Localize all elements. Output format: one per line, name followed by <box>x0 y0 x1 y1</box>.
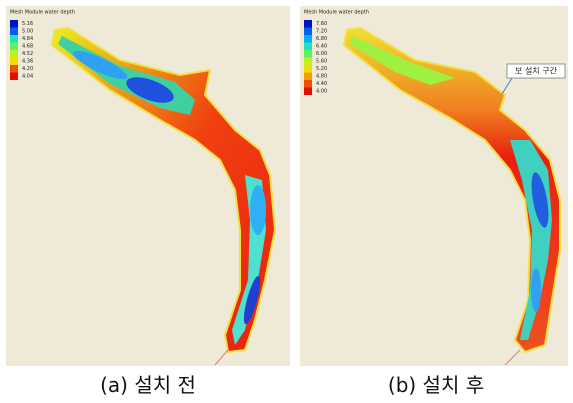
legend-swatch <box>10 73 18 81</box>
legend-swatch <box>304 65 312 73</box>
legend-swatch <box>10 28 18 36</box>
legend-swatch <box>10 20 18 28</box>
legend-swatch <box>304 80 312 88</box>
legend-title: Mesh Module water depth <box>10 10 75 16</box>
page: 보 설치 구간 (a) 설치 전 (b) 설치 후 Mesh Module wa… <box>0 0 573 403</box>
legend-swatch <box>10 35 18 43</box>
legend-label: 5.20 <box>316 66 327 72</box>
legend-label: 6.40 <box>316 44 327 50</box>
caption: (a) 설치 전 <box>100 373 196 397</box>
legend-label: 4.00 <box>316 89 327 95</box>
legend-swatch <box>304 88 312 96</box>
legend-label: 4.04 <box>22 74 33 80</box>
legend-swatch <box>10 50 18 58</box>
legend-label: 5.60 <box>316 59 327 65</box>
legend-swatch <box>304 58 312 66</box>
legend-label: 4.36 <box>22 59 33 65</box>
legend-label: 7.60 <box>316 21 327 27</box>
legend-label: 6.80 <box>316 36 327 42</box>
legend-label: 7.20 <box>316 29 327 35</box>
legend-swatch <box>10 65 18 73</box>
legend-label: 4.84 <box>22 36 33 42</box>
legend-label: 4.20 <box>22 66 33 72</box>
legend-label: 4.52 <box>22 51 33 57</box>
legend-label: 5.16 <box>22 21 33 27</box>
legend-label: 6.00 <box>316 51 327 57</box>
legend-swatch <box>304 20 312 28</box>
legend-label: 4.40 <box>316 81 327 87</box>
legend-label: 4.80 <box>316 74 327 80</box>
legend-swatch <box>10 43 18 51</box>
legend-title: Mesh Module water depth <box>304 10 369 16</box>
caption: (b) 설치 후 <box>388 373 484 397</box>
legend-swatch <box>304 73 312 81</box>
legend-swatch <box>304 50 312 58</box>
legend-swatch <box>10 58 18 66</box>
figure: 보 설치 구간 (a) 설치 전 (b) 설치 후 Mesh Module wa… <box>0 0 573 403</box>
legend-swatch <box>304 28 312 36</box>
legend-swatch <box>304 43 312 51</box>
annotation: 보 설치 구간 <box>515 66 558 76</box>
legend-swatch <box>304 35 312 43</box>
legend-label: 5.00 <box>22 29 33 35</box>
legend-label: 4.68 <box>22 44 33 50</box>
